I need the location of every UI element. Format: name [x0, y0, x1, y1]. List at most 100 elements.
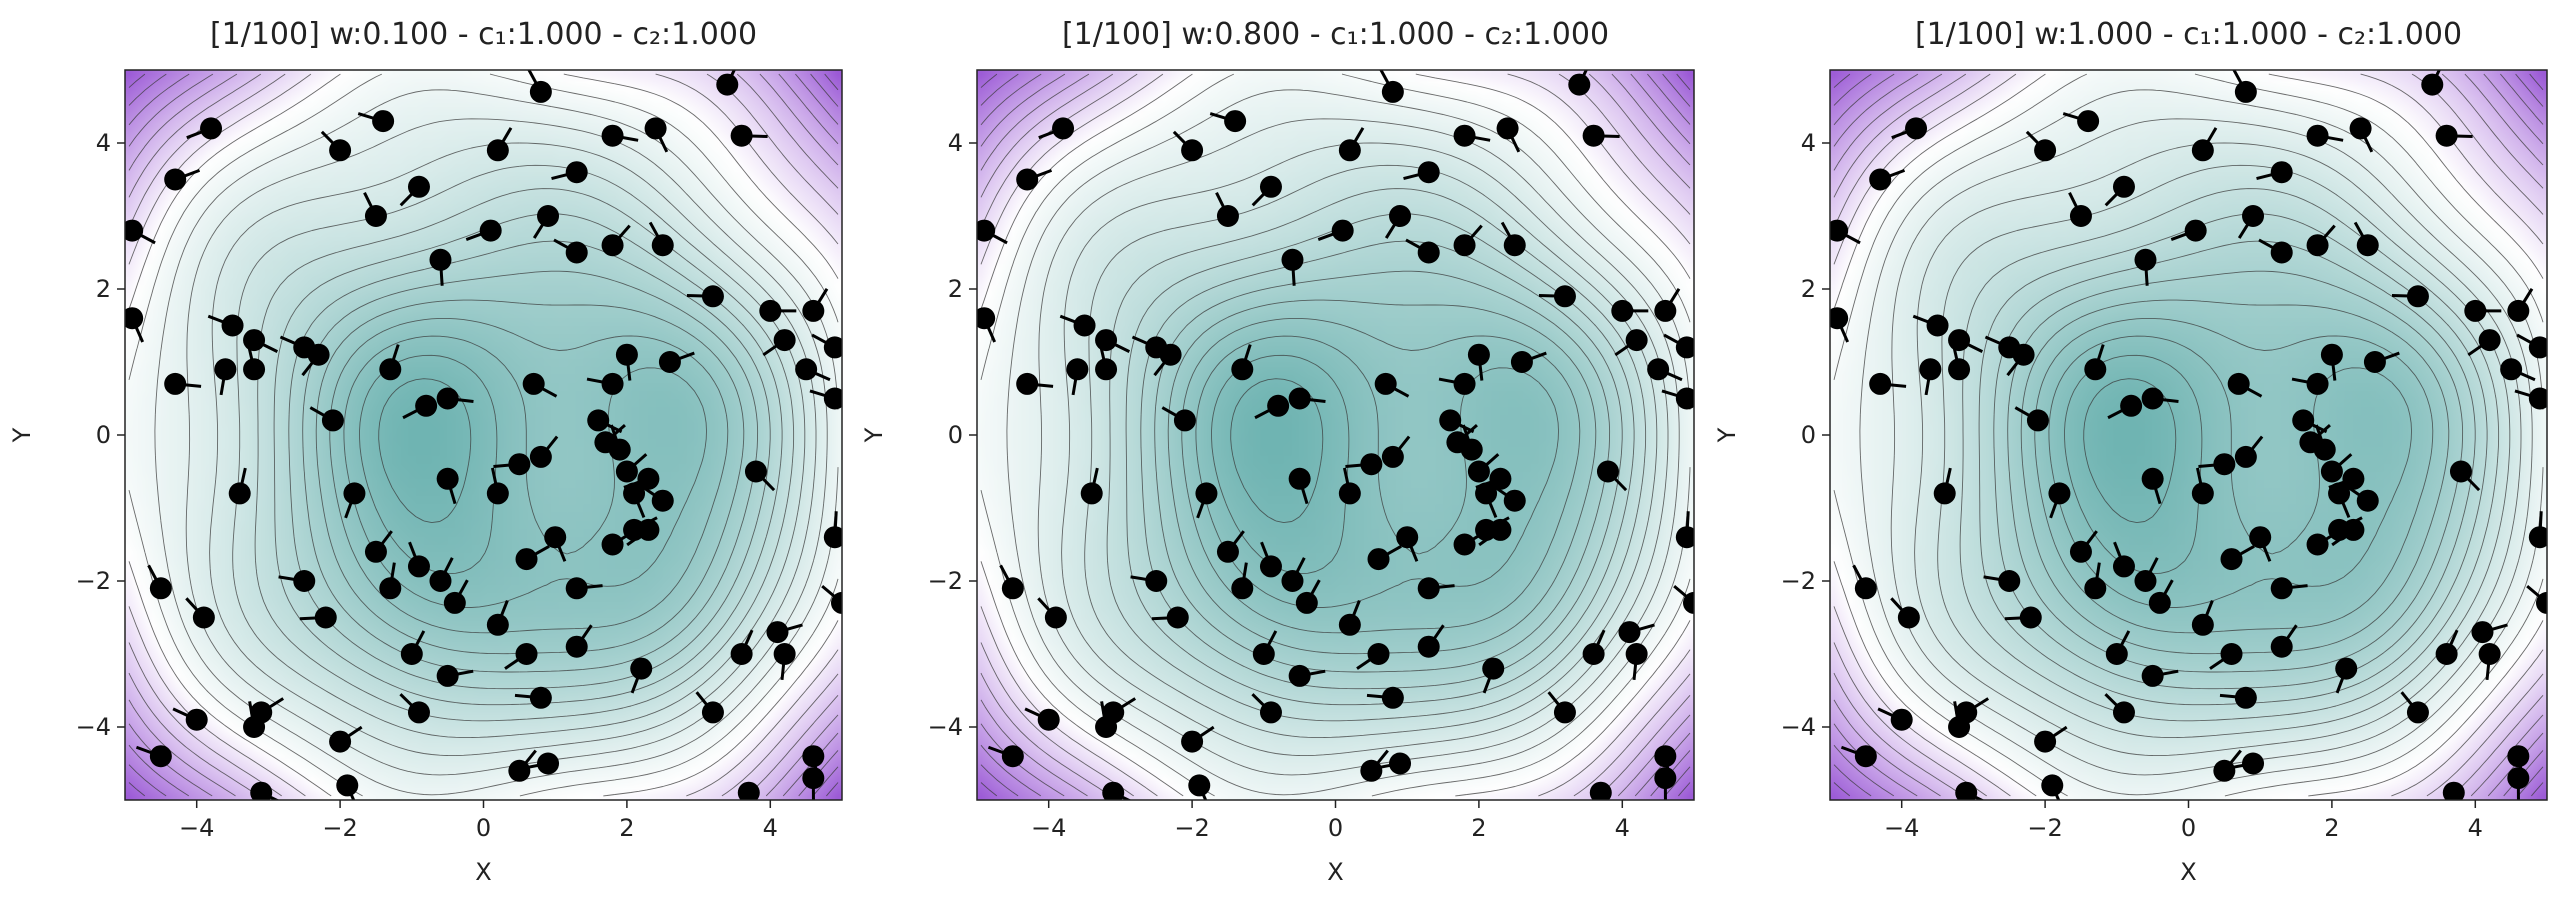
x-axis-label: X	[2180, 858, 2196, 886]
particle	[364, 540, 387, 563]
particle	[601, 533, 624, 556]
particle	[1955, 781, 1978, 800]
particle	[522, 372, 545, 395]
x-tick-label: 0	[2181, 814, 2196, 842]
particle	[2270, 241, 2293, 264]
particle	[1052, 117, 1075, 140]
particle	[630, 657, 653, 680]
particle	[250, 781, 273, 800]
particle	[2249, 526, 2272, 549]
particle	[2220, 643, 2243, 665]
particle	[1625, 643, 1648, 665]
particle	[372, 110, 395, 133]
particle	[802, 745, 825, 768]
particle	[544, 526, 567, 549]
panel-2: −4 −2 0 2 4 −4 −2 0 2 4 X Y [1/100] w:0.800 - c₁:1.0…	[860, 17, 1695, 886]
particle	[1159, 343, 1182, 366]
particle	[1016, 168, 1039, 191]
particle	[2478, 643, 2501, 665]
particle	[1675, 387, 1694, 410]
particle	[125, 307, 144, 330]
particle	[2220, 548, 2243, 571]
x-tick-label: 4	[1615, 814, 1630, 842]
particle	[2134, 570, 2157, 592]
particle	[1869, 372, 1892, 395]
y-tick-label: −2	[928, 567, 963, 595]
particle	[407, 175, 430, 198]
particle	[486, 139, 509, 162]
particle	[2306, 533, 2329, 556]
particle	[2507, 745, 2530, 768]
particle	[508, 453, 531, 476]
contour-line	[302, 270, 759, 673]
contour-line	[1125, 213, 1635, 706]
particle	[1259, 175, 1282, 198]
particle	[2141, 664, 2164, 687]
particle	[2084, 358, 2107, 381]
particle	[1503, 234, 1526, 257]
contour-line	[128, 73, 839, 797]
contour-line	[128, 73, 839, 797]
particle	[1568, 73, 1591, 96]
particle	[1231, 358, 1254, 381]
particle	[615, 343, 638, 366]
contour-line	[1833, 73, 2544, 797]
particle	[364, 205, 387, 227]
particle	[1869, 168, 1892, 191]
particle	[2342, 518, 2365, 541]
particle	[1582, 643, 1605, 665]
particle	[730, 124, 753, 147]
particle	[1389, 205, 1412, 227]
particle	[529, 445, 552, 468]
particle	[1503, 489, 1526, 512]
particle	[2069, 540, 2092, 563]
particle	[1166, 606, 1189, 629]
particle	[2313, 438, 2336, 461]
particle	[2141, 467, 2164, 490]
contour-line	[980, 73, 1691, 797]
particle	[1654, 299, 1677, 322]
particle	[1001, 577, 1024, 600]
particle	[2464, 299, 2487, 322]
particle	[164, 168, 187, 191]
contour-line	[980, 73, 1691, 797]
particle	[486, 482, 509, 505]
particle	[1611, 299, 1634, 322]
contour-line	[128, 73, 839, 797]
particle	[565, 241, 588, 264]
particle	[314, 606, 337, 629]
particle	[1281, 248, 1304, 271]
particle	[407, 555, 430, 578]
particle	[329, 139, 352, 162]
particle	[1252, 643, 1275, 665]
particle	[1080, 482, 1103, 505]
contour-line	[1061, 142, 1669, 757]
particle	[2442, 781, 2465, 800]
particle	[2449, 460, 2472, 483]
particle	[2507, 767, 2530, 790]
particle	[1281, 570, 1304, 592]
particle	[2363, 351, 2386, 373]
contour-line	[980, 73, 1691, 797]
particle	[623, 482, 646, 505]
particle	[2507, 299, 2530, 322]
y-tick-label: −4	[1781, 713, 1816, 741]
particle	[2270, 577, 2293, 600]
particle	[2471, 621, 2494, 644]
particle	[1389, 752, 1412, 775]
contour-line	[154, 89, 839, 796]
particle	[1360, 453, 1383, 476]
particle	[795, 358, 818, 381]
particle	[1948, 329, 1971, 352]
particle	[1224, 110, 1247, 133]
particle	[1919, 358, 1942, 381]
heatmap-background	[977, 70, 1694, 800]
particle	[1381, 445, 1404, 468]
contour-line	[128, 73, 839, 797]
particle	[537, 752, 560, 775]
particle	[1288, 387, 1311, 410]
particle	[243, 716, 266, 738]
particle	[615, 460, 638, 483]
y-tick-label: 4	[96, 129, 111, 157]
particle	[436, 467, 459, 490]
